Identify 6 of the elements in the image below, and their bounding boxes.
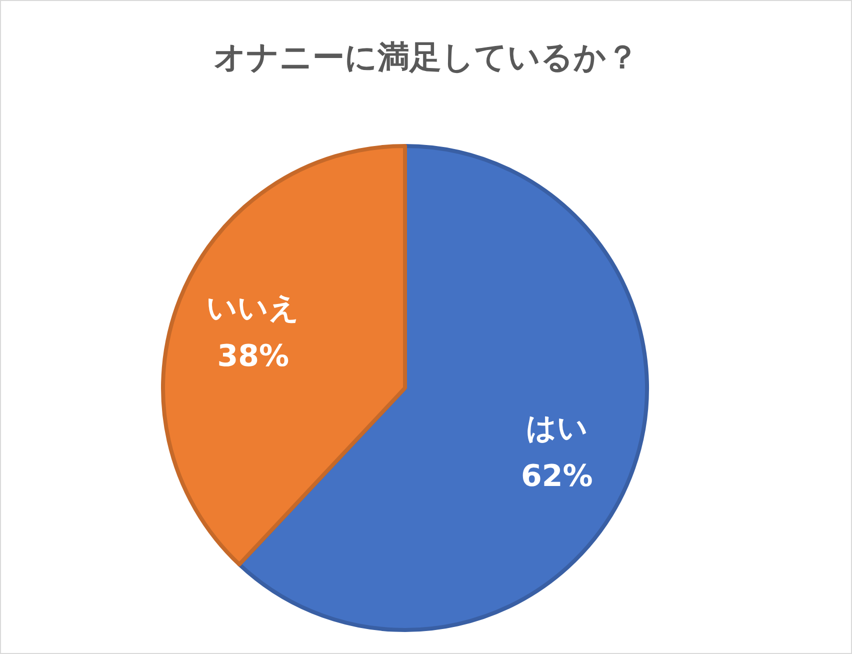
- slice-label: はい: [526, 411, 588, 446]
- slice-label: いいえ: [206, 290, 300, 326]
- chart-title: オナニーに満足しているか？: [214, 38, 638, 76]
- pie-slice: [161, 144, 407, 566]
- data-label: 38%: [217, 338, 290, 374]
- data-label: 62%: [520, 459, 593, 494]
